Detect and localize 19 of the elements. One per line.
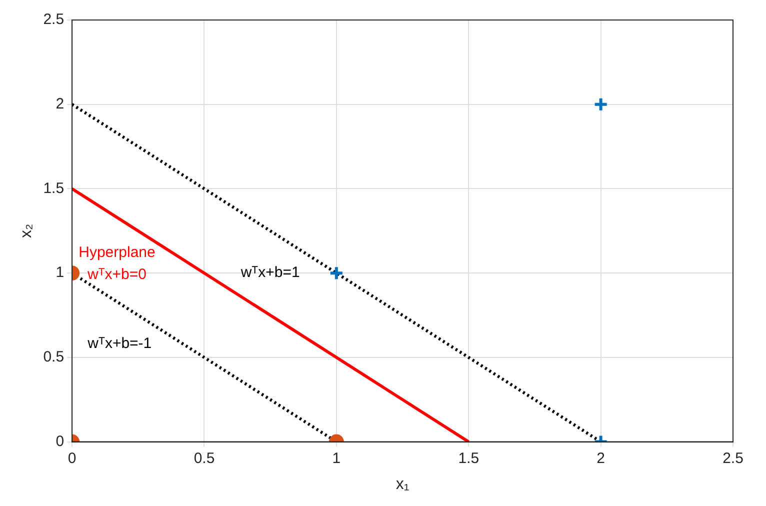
y-tick-label: 1 — [56, 264, 64, 282]
annotation: wᵀx+b=0 — [86, 266, 147, 283]
y-axis-title: x₂ — [18, 224, 36, 238]
y-tick-label: 0 — [56, 432, 64, 450]
annotation: Hyperplane — [78, 244, 156, 261]
y-tick-label: 2.5 — [43, 11, 64, 28]
annotation: wᵀx+b=1 — [240, 264, 300, 282]
x-tick-label: 1 — [332, 450, 341, 467]
x-tick-label: 2 — [596, 450, 605, 467]
y-tick-label: 1.5 — [43, 180, 64, 197]
point — [593, 96, 608, 112]
y-tick-label: 2 — [56, 96, 64, 112]
x-tick-label: 0.5 — [194, 450, 215, 467]
y-tick-label: 0.5 — [43, 348, 64, 366]
x-axis-title: x₁ — [396, 476, 410, 493]
x-tick-label: 2.5 — [722, 450, 744, 467]
x-tick-label: 1.5 — [458, 450, 480, 467]
annotation: wᵀx+b=-1 — [86, 335, 152, 352]
x-tick-label: 0 — [68, 450, 76, 467]
